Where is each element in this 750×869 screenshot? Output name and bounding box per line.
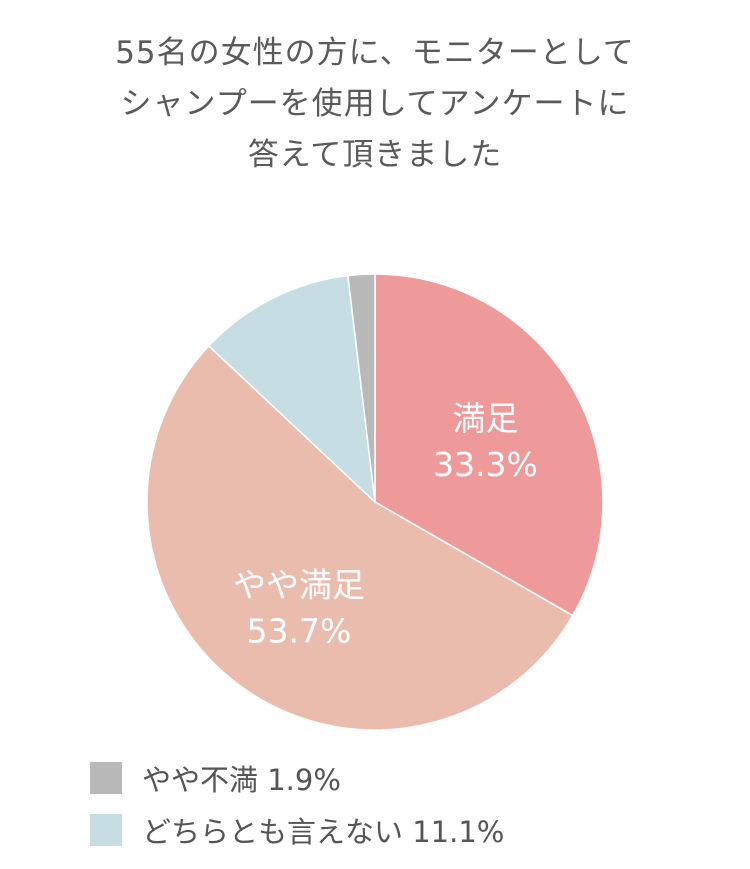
legend-label: どちらとも言えない 11.1%	[142, 815, 505, 849]
slice-label-value: 33.3%	[433, 445, 538, 484]
pie-slice-1	[146, 344, 574, 731]
legend-swatch	[90, 762, 122, 794]
legend-item-neither: どちらとも言えない 11.1%	[90, 804, 504, 856]
legend-item-slightly-dissatisfied: やや不満 1.9%	[90, 752, 504, 804]
slice-label-name: やや満足	[233, 566, 365, 605]
legend: やや不満 1.9% どちらとも言えない 11.1%	[90, 752, 504, 856]
pie-slice-0	[374, 273, 604, 617]
pie-slice-2	[207, 274, 376, 504]
title-line-3: 答えて頂きました	[247, 137, 503, 173]
slice-label-name: 満足	[453, 399, 519, 438]
title-line-1: 55名の女性の方に、モニターとして	[115, 35, 635, 71]
pie-slice-3	[347, 273, 376, 503]
slice-label-value: 53.7%	[247, 612, 352, 651]
legend-swatch	[90, 814, 122, 846]
legend-label: やや不満 1.9%	[142, 763, 341, 797]
title-line-2: シャンプーを使用してアンケートに	[120, 86, 630, 122]
chart-title: 55名の女性の方に、モニターとして シャンプーを使用してアンケートに 答えて頂き…	[0, 28, 750, 181]
